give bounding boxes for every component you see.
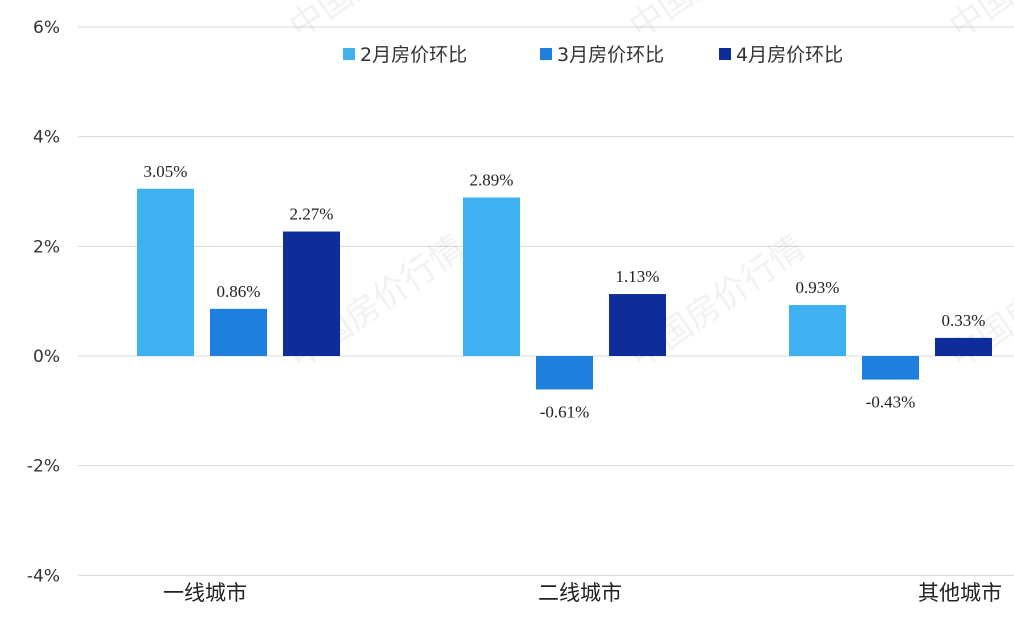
watermark-text: 中国房价行情 xyxy=(942,0,1014,47)
watermark-text: 中国房价行情 xyxy=(282,0,472,47)
y-tick-label: 6% xyxy=(33,18,60,38)
bar xyxy=(789,305,846,356)
watermark-text: 中国房价行情 xyxy=(622,0,812,47)
data-label: -0.43% xyxy=(866,393,916,412)
data-label: 2.27% xyxy=(290,205,334,224)
bars xyxy=(137,188,992,390)
legend-swatch xyxy=(719,48,731,60)
x-category-label: 其他城市 xyxy=(918,581,1002,605)
x-category-label: 二线城市 xyxy=(538,581,622,605)
data-label: 3.05% xyxy=(144,162,188,181)
x-axis-categories: 一线城市 二线城市 其他城市 xyxy=(163,581,1002,605)
gridlines xyxy=(78,26,1014,576)
data-label: 1.13% xyxy=(616,267,660,286)
data-label: 0.93% xyxy=(796,278,840,297)
bar xyxy=(536,356,593,390)
y-tick-label: 2% xyxy=(33,237,60,257)
legend-label: 4月房价环比 xyxy=(736,44,843,66)
bar xyxy=(609,294,666,356)
y-tick-label: 0% xyxy=(33,347,60,367)
legend: 2月房价环比 3月房价环比 4月房价环比 xyxy=(343,44,843,66)
y-tick-label: -2% xyxy=(27,457,60,477)
bar xyxy=(463,197,520,356)
data-labels: 3.05% 2.89% 0.93% 0.86% -0.61% -0.43% 2.27% 1.1… xyxy=(144,162,986,422)
legend-swatch xyxy=(343,48,355,60)
bar xyxy=(283,231,340,356)
bar xyxy=(137,188,194,356)
y-tick-label: -4% xyxy=(27,566,60,586)
legend-label: 3月房价环比 xyxy=(557,44,664,66)
y-axis-ticks: 6% 4% 2% 0% -2% -4% xyxy=(27,18,60,586)
bar xyxy=(935,337,992,356)
data-label: 0.86% xyxy=(217,282,261,301)
x-category-label: 一线城市 xyxy=(163,581,247,605)
data-label: -0.61% xyxy=(540,402,590,421)
y-tick-label: 4% xyxy=(33,128,60,148)
bar xyxy=(862,356,919,380)
bar xyxy=(210,308,267,356)
data-label: 2.89% xyxy=(470,171,514,190)
data-label: 0.33% xyxy=(942,311,986,330)
legend-label: 2月房价环比 xyxy=(360,44,467,66)
legend-swatch xyxy=(540,48,552,60)
